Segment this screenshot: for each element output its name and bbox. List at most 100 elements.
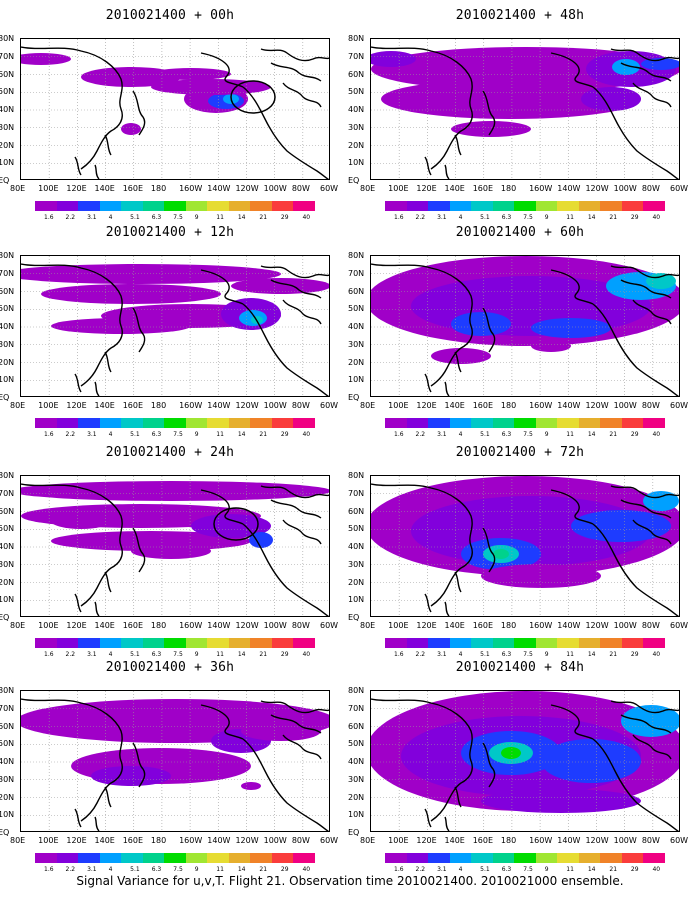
colorbar-tick-label: 6.3	[501, 214, 512, 221]
coastline	[620, 714, 672, 734]
longitude-label: 140E	[444, 836, 465, 845]
latitude-label: 70N	[0, 488, 15, 498]
longitude-label: 160E	[472, 401, 494, 410]
colorbar-tick-label: 21	[609, 866, 618, 873]
latitude-label: 50N	[348, 304, 365, 314]
longitude-label: 60W	[320, 836, 339, 845]
latitude-label: 40N	[348, 757, 365, 766]
forecast-panel: 2010021400 + 60h 80N 70N 60N 50N 40N 30N 20N 10N…	[348, 225, 690, 450]
longitude-label: 160E	[122, 401, 144, 410]
colorbar-tick-label: 9	[544, 214, 549, 221]
colorbar-tick-label: 3.1	[437, 651, 447, 658]
coastline	[270, 279, 322, 299]
coastline	[550, 269, 594, 305]
longitude-label: 120E	[416, 401, 437, 410]
map-area	[370, 38, 680, 180]
latitude-label: 40N	[0, 757, 15, 766]
colorbar-swatch	[142, 418, 165, 428]
map-plot	[21, 39, 329, 179]
coastline	[482, 527, 496, 573]
colorbar-tick-label: 2.2	[415, 214, 426, 221]
latitude-label: EQ	[348, 393, 360, 402]
latitude-label: EQ	[348, 828, 360, 837]
variance-contour	[643, 491, 679, 511]
latitude-label: EQ	[0, 828, 10, 837]
longitude-label: 100E	[388, 621, 409, 630]
colorbar-swatch	[643, 638, 665, 648]
map-plot	[21, 256, 329, 396]
forecast-panel: 2010021400 + 72h 80N 70N 60N 50N 40N 30N 20N 10N…	[348, 445, 690, 670]
colorbar-swatch	[557, 853, 579, 863]
colorbar-swatch	[514, 201, 536, 211]
longitude-label: 100W	[613, 401, 637, 410]
longitude-label: 80W	[641, 621, 660, 630]
longitude-label: 120W	[585, 184, 609, 193]
colorbar-swatch	[56, 638, 79, 648]
colorbar-tick-label: 7.5	[523, 866, 533, 873]
colorbar-tick-label: 6.3	[501, 866, 512, 873]
coastline	[610, 265, 679, 279]
colorbar-tick-label: 21	[259, 214, 268, 221]
map-area	[20, 38, 330, 180]
latitude-label: 20N	[348, 577, 365, 587]
latitude-label: 60N	[0, 69, 15, 79]
coastline	[74, 373, 82, 393]
latitude-label: 30N	[0, 339, 15, 349]
colorbar-swatch	[428, 638, 450, 648]
longitude-label: 120W	[585, 836, 609, 845]
coastline	[632, 299, 672, 325]
colorbar-tick-label: 14	[237, 651, 246, 658]
latitude-label: 30N	[348, 559, 365, 569]
longitude-label: 120E	[66, 184, 87, 193]
colorbar-tick-label: 40	[302, 214, 311, 221]
coastline	[482, 307, 496, 353]
colorbar-tick-label: 9	[194, 866, 199, 873]
colorbar-tick-label: 4	[108, 214, 113, 221]
colorbar-tick-label: 11	[216, 866, 224, 873]
latitude-label: 70N	[348, 51, 365, 61]
coastline	[21, 263, 123, 387]
coastline	[270, 499, 322, 519]
longitude-label: 120E	[66, 836, 87, 845]
latitude-label: 80N	[0, 686, 15, 695]
longitude-label: 60W	[670, 401, 689, 410]
colorbar-tick-label: 5.1	[130, 651, 140, 658]
colorbar-swatch	[185, 853, 208, 863]
map-area	[20, 255, 330, 397]
colorbar-tick-label: 4	[458, 431, 463, 438]
longitude-label: 140W	[207, 401, 231, 410]
variance-contour	[381, 79, 641, 119]
colorbar-swatch	[121, 201, 143, 211]
variance-contour	[641, 58, 679, 70]
colorbar-tick-label: 40	[652, 651, 661, 658]
coastline	[444, 164, 450, 179]
variance-contour	[612, 59, 640, 75]
map-plot	[21, 691, 329, 831]
colorbar-tick-label: 6.3	[151, 431, 162, 438]
panel-title: 2010021400 + 36h	[105, 660, 235, 675]
coastline	[610, 700, 679, 714]
coastline	[592, 303, 679, 396]
latitude-label: EQ	[0, 393, 10, 402]
longitude-label: 160E	[122, 184, 144, 193]
colorbar-swatch	[535, 853, 558, 863]
colorbar-swatch	[449, 638, 472, 648]
colorbar-swatch	[578, 201, 601, 211]
colorbar-swatch	[578, 418, 601, 428]
colorbar-swatch	[228, 201, 251, 211]
colorbar-tick-label: 21	[259, 431, 268, 438]
longitude-label: 140W	[207, 836, 231, 845]
colorbar-tick-label: 5.1	[130, 866, 140, 873]
longitude-label: 80E	[10, 836, 26, 845]
colorbar-swatch	[185, 418, 208, 428]
forecast-panel: 2010021400 + 00h 80N 70N 60N 50N 40N 30N 20N 10N…	[0, 8, 340, 233]
coastline	[371, 698, 473, 822]
colorbar-swatch	[621, 638, 644, 648]
latitude-label: 60N	[348, 721, 365, 731]
colorbar-tick-label: 5.1	[480, 651, 490, 658]
coastline	[270, 62, 322, 82]
colorbar-tick-label: 4	[108, 431, 113, 438]
latitude-label: 50N	[0, 87, 15, 97]
colorbar-tick-label: 3.1	[87, 866, 97, 873]
coastline	[21, 483, 123, 607]
